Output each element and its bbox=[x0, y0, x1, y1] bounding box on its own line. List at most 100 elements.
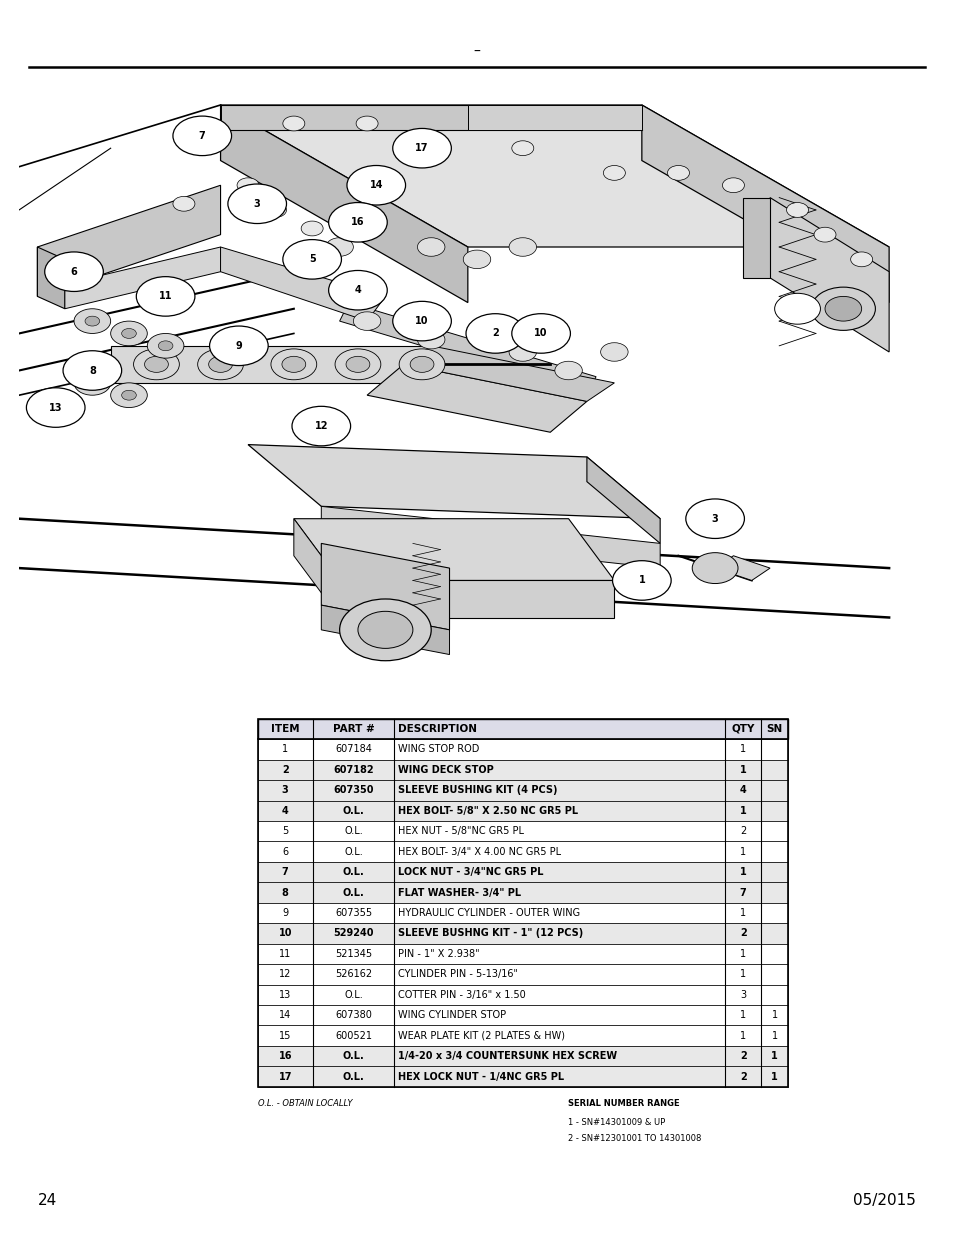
Text: 1: 1 bbox=[771, 1031, 777, 1041]
Circle shape bbox=[122, 329, 136, 338]
Circle shape bbox=[509, 238, 536, 257]
Circle shape bbox=[810, 288, 875, 331]
Text: 14: 14 bbox=[279, 1010, 291, 1020]
Text: 12: 12 bbox=[314, 421, 328, 431]
Text: 3: 3 bbox=[253, 199, 260, 209]
Text: 9: 9 bbox=[282, 908, 288, 918]
Bar bbox=[257, 882, 787, 903]
Polygon shape bbox=[321, 605, 449, 655]
Text: O.L.: O.L. bbox=[342, 1072, 364, 1082]
Text: HEX BOLT- 3/4" X 4.00 NC GR5 PL: HEX BOLT- 3/4" X 4.00 NC GR5 PL bbox=[397, 847, 560, 857]
Polygon shape bbox=[37, 247, 65, 309]
Text: ITEM: ITEM bbox=[271, 724, 299, 734]
Bar bbox=[257, 924, 787, 944]
Text: HEX NUT - 5/8"NC GR5 PL: HEX NUT - 5/8"NC GR5 PL bbox=[397, 826, 523, 836]
Circle shape bbox=[398, 350, 444, 380]
Text: WEAR PLATE KIT (2 PLATES & HW): WEAR PLATE KIT (2 PLATES & HW) bbox=[397, 1031, 564, 1041]
Text: 607380: 607380 bbox=[335, 1010, 372, 1020]
Text: 10: 10 bbox=[415, 316, 428, 326]
Text: 17: 17 bbox=[415, 143, 428, 153]
Polygon shape bbox=[741, 198, 769, 278]
Circle shape bbox=[346, 357, 370, 373]
Text: 7: 7 bbox=[739, 888, 746, 898]
Circle shape bbox=[600, 343, 627, 362]
Text: 1: 1 bbox=[740, 745, 745, 755]
Circle shape bbox=[210, 326, 268, 366]
Circle shape bbox=[393, 128, 451, 168]
Text: O.L.: O.L. bbox=[344, 847, 362, 857]
Circle shape bbox=[209, 357, 233, 373]
Text: –: – bbox=[473, 44, 480, 59]
Text: 2: 2 bbox=[281, 764, 289, 774]
Text: SN: SN bbox=[765, 724, 782, 734]
Text: 8: 8 bbox=[281, 888, 289, 898]
Bar bbox=[257, 862, 787, 882]
Text: CYLINDER PIN - 5-13/16": CYLINDER PIN - 5-13/16" bbox=[397, 969, 517, 979]
Text: 1: 1 bbox=[770, 1072, 778, 1082]
Text: 1: 1 bbox=[770, 1051, 778, 1061]
Circle shape bbox=[292, 406, 351, 446]
Circle shape bbox=[410, 357, 434, 373]
Circle shape bbox=[612, 561, 671, 600]
Bar bbox=[257, 719, 787, 740]
Circle shape bbox=[353, 312, 380, 331]
Polygon shape bbox=[294, 519, 339, 618]
Text: 17: 17 bbox=[278, 1072, 292, 1082]
Bar bbox=[257, 903, 787, 924]
Circle shape bbox=[27, 388, 85, 427]
Text: 1: 1 bbox=[740, 847, 745, 857]
Circle shape bbox=[417, 238, 444, 257]
Polygon shape bbox=[715, 556, 769, 580]
Text: 1: 1 bbox=[739, 805, 746, 816]
Circle shape bbox=[85, 378, 99, 388]
Text: 4: 4 bbox=[281, 805, 289, 816]
Text: 7: 7 bbox=[198, 131, 206, 141]
Circle shape bbox=[721, 178, 743, 193]
Circle shape bbox=[45, 252, 103, 291]
Circle shape bbox=[355, 116, 377, 131]
Text: 4: 4 bbox=[739, 785, 746, 795]
Circle shape bbox=[511, 314, 570, 353]
Circle shape bbox=[147, 333, 184, 358]
Circle shape bbox=[824, 296, 861, 321]
Bar bbox=[257, 781, 787, 800]
Bar bbox=[257, 760, 787, 781]
Circle shape bbox=[357, 611, 413, 648]
Text: 1: 1 bbox=[739, 867, 746, 877]
Text: 529240: 529240 bbox=[333, 929, 374, 939]
Text: LOCK NUT - 3/4"NC GR5 PL: LOCK NUT - 3/4"NC GR5 PL bbox=[397, 867, 543, 877]
Text: QTY: QTY bbox=[731, 724, 754, 734]
Text: 600521: 600521 bbox=[335, 1031, 372, 1041]
Circle shape bbox=[271, 350, 316, 380]
Text: 13: 13 bbox=[279, 989, 291, 1000]
Text: 9: 9 bbox=[235, 341, 242, 351]
Circle shape bbox=[133, 350, 179, 380]
Text: 3: 3 bbox=[711, 514, 718, 524]
Text: 11: 11 bbox=[159, 291, 172, 301]
Text: 14: 14 bbox=[369, 180, 382, 190]
Polygon shape bbox=[220, 105, 467, 303]
Text: 2: 2 bbox=[739, 1072, 746, 1082]
Circle shape bbox=[326, 238, 353, 257]
Circle shape bbox=[301, 221, 323, 236]
Bar bbox=[257, 1066, 787, 1087]
Bar bbox=[257, 719, 787, 1087]
Text: 607350: 607350 bbox=[333, 785, 374, 795]
Bar bbox=[257, 984, 787, 1005]
Polygon shape bbox=[431, 340, 449, 383]
Text: 1: 1 bbox=[740, 948, 745, 958]
Text: 10: 10 bbox=[534, 329, 547, 338]
Text: HYDRAULIC CYLINDER - OUTER WING: HYDRAULIC CYLINDER - OUTER WING bbox=[397, 908, 579, 918]
Polygon shape bbox=[641, 105, 888, 303]
Text: COTTER PIN - 3/16" x 1.50: COTTER PIN - 3/16" x 1.50 bbox=[397, 989, 525, 1000]
Circle shape bbox=[74, 309, 111, 333]
Text: 2: 2 bbox=[740, 826, 745, 836]
Circle shape bbox=[282, 240, 341, 279]
Text: O.L.: O.L. bbox=[344, 989, 362, 1000]
Text: SLEEVE BUSHNG KIT - 1" (12 PCS): SLEEVE BUSHNG KIT - 1" (12 PCS) bbox=[397, 929, 582, 939]
Text: 11: 11 bbox=[279, 948, 291, 958]
Text: O.L.: O.L. bbox=[342, 1051, 364, 1061]
Text: 6: 6 bbox=[71, 267, 77, 277]
Circle shape bbox=[417, 330, 444, 350]
Bar bbox=[257, 800, 787, 821]
